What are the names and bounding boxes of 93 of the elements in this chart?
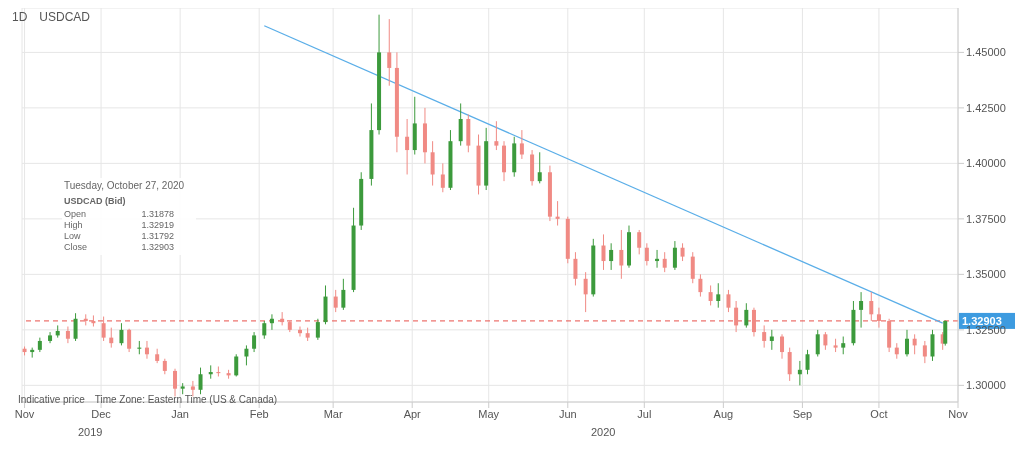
candlestick — [780, 333, 785, 360]
annotation: 1.31878 — [141, 209, 174, 220]
candlestick — [216, 365, 221, 377]
x-tick-label: Jul — [637, 407, 652, 420]
text: 2020 — [591, 426, 616, 438]
candlestick — [494, 120, 499, 151]
x-tick-label: Sep — [792, 407, 813, 420]
candlestick — [662, 251, 667, 273]
annotation: Close — [64, 242, 88, 253]
candlestick — [137, 340, 142, 355]
candlestick — [519, 129, 524, 160]
candlestick — [690, 251, 695, 284]
candlestick — [751, 307, 756, 338]
candlestick — [198, 367, 203, 395]
candlestick — [65, 326, 70, 344]
candlestick — [341, 278, 346, 311]
x-tick-label: Nov — [948, 407, 969, 420]
candlestick — [252, 331, 257, 353]
candlestick — [609, 242, 614, 271]
candlestick — [698, 273, 703, 298]
candlestick — [708, 284, 713, 306]
y-tick-label: 1.37500 — [966, 212, 1006, 225]
candlestick — [815, 329, 820, 357]
candlestick — [876, 307, 881, 329]
candlestick — [440, 162, 445, 193]
candlestick — [922, 340, 927, 364]
ref-line-label: 1.32903 — [962, 314, 1002, 327]
y-tick-label: 1.42500 — [966, 101, 1006, 114]
candlestick — [405, 118, 410, 175]
candlestick — [930, 329, 935, 362]
annotation: Indicative price — [18, 394, 85, 405]
candlestick — [601, 233, 606, 271]
annotation: Open — [64, 209, 87, 220]
x-tick-label: Apr — [403, 407, 422, 420]
x-tick-label: Jan — [171, 407, 189, 420]
candlestick — [298, 326, 302, 338]
candlestick — [805, 349, 810, 375]
candlestick — [573, 251, 578, 286]
candlestick — [869, 291, 874, 322]
x-tick-label: Mar — [323, 407, 343, 420]
x-tick-label: Nov — [14, 407, 35, 420]
x-tick-label: Feb — [249, 407, 269, 420]
x-tick-label: Jun — [558, 407, 577, 420]
annotation: USDCAD (Bid) — [64, 196, 127, 207]
candlestick — [430, 140, 435, 187]
x-tick-label: Aug — [713, 407, 734, 420]
annotation: 1.31792 — [141, 231, 174, 242]
candlestick — [672, 240, 677, 271]
candlestick — [127, 328, 132, 353]
candlestick — [48, 331, 53, 344]
candlestick — [644, 242, 649, 266]
annotation: Tuesday, October 27, 2020 — [64, 180, 186, 191]
candlestick — [583, 271, 588, 313]
candlestick — [333, 289, 338, 313]
candlestick — [859, 291, 864, 329]
candlestick — [787, 347, 792, 382]
annotation: 1.32903 — [141, 242, 174, 253]
candlestick — [943, 320, 948, 347]
candlestick — [173, 368, 178, 397]
candlestick — [234, 353, 239, 377]
candlestick — [190, 380, 195, 397]
annotation: Time Zone: Eastern Time (US & Canada) — [94, 394, 278, 405]
candlestick — [744, 302, 749, 329]
candlestick — [762, 324, 767, 349]
candlestick — [315, 318, 320, 341]
x-tick-label: Dec — [91, 407, 112, 420]
candlestick — [726, 289, 731, 313]
candlestick — [244, 344, 249, 366]
x-tick-label: May — [478, 407, 500, 420]
annotation: High — [64, 220, 83, 231]
candlestick — [73, 312, 78, 342]
candlestick — [101, 316, 106, 342]
candlestick — [537, 151, 542, 184]
y-tick-label: 1.35000 — [966, 268, 1006, 281]
chart-title: USDCAD — [39, 10, 91, 24]
annotation: Low — [64, 231, 81, 242]
y-tick-label: 1.40000 — [966, 157, 1006, 170]
y-tick-label: 1.45000 — [966, 46, 1006, 59]
candlestick — [387, 18, 392, 87]
annotation: 1.32919 — [141, 220, 174, 231]
candlestick — [734, 300, 739, 333]
candlestick — [637, 229, 642, 255]
y-tick-label: 1.30000 — [966, 379, 1006, 392]
text: 2019 — [78, 426, 103, 438]
candlestick — [458, 102, 463, 147]
candlestick — [280, 311, 285, 326]
candlestick — [716, 282, 721, 309]
candlestick — [119, 322, 124, 346]
candlestick — [904, 329, 909, 357]
candlestick — [619, 229, 624, 280]
x-tick-label: Oct — [870, 407, 888, 420]
chart-subtitle: 1D — [12, 10, 28, 24]
candlestick — [109, 327, 114, 349]
